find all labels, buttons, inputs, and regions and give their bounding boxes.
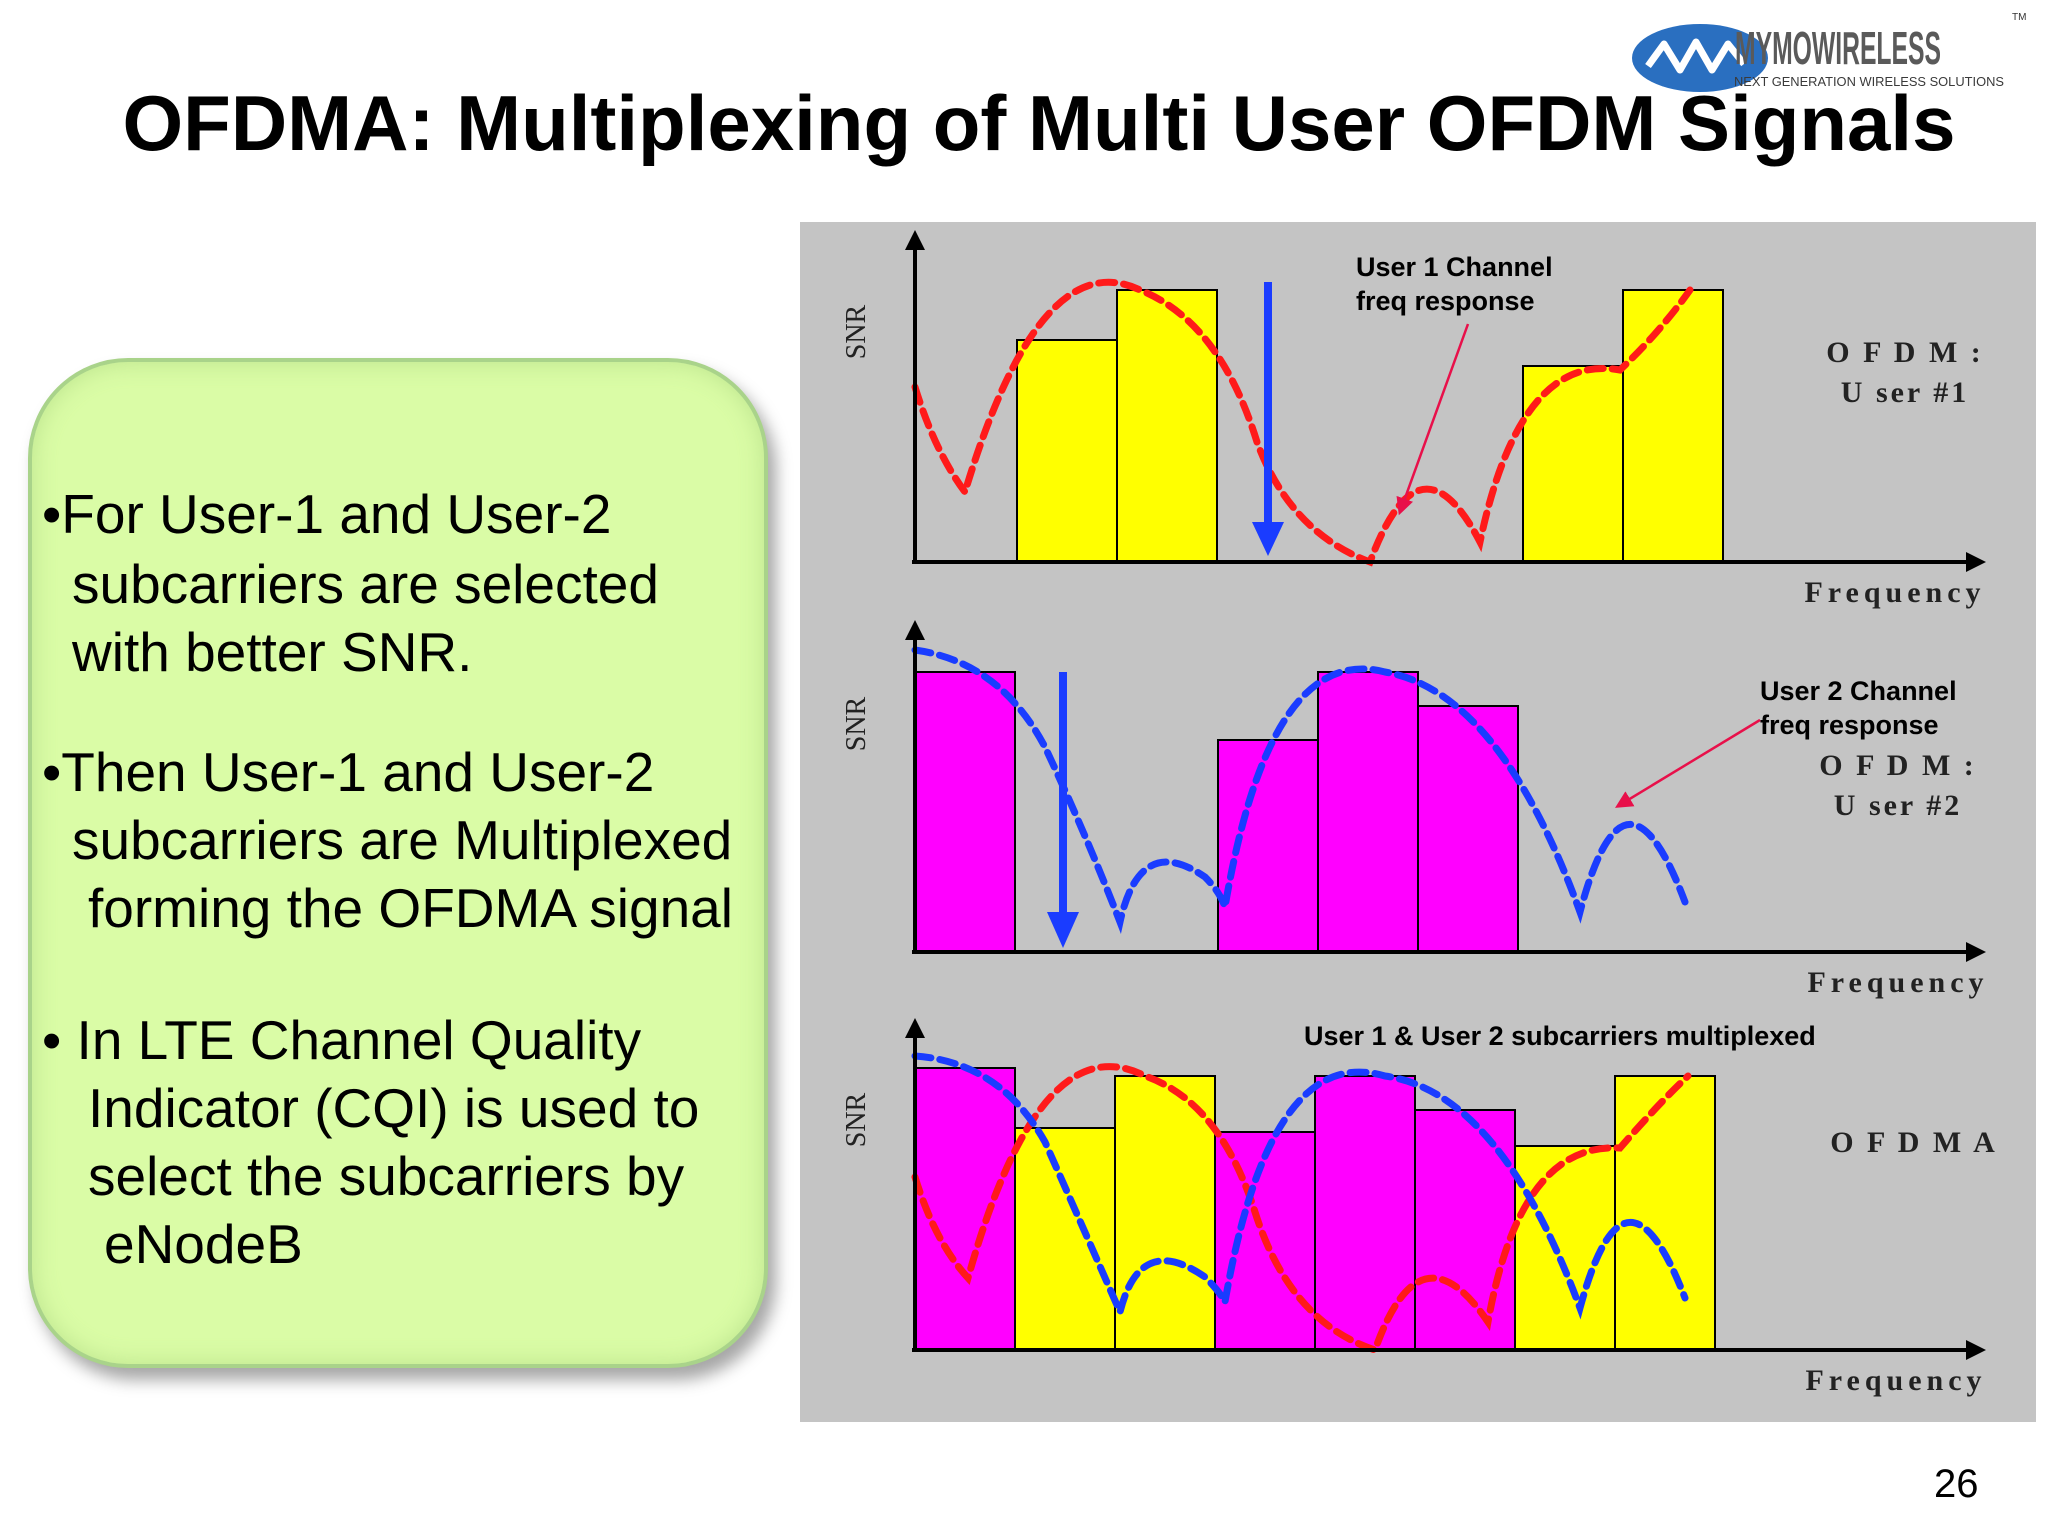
ofdma-user2-curve	[911, 1052, 1689, 1323]
user2-null-arrowhead	[1047, 912, 1079, 948]
ofdma-user2-bar	[1214, 1131, 1316, 1351]
bullet-3-line-2: Indicator (CQI) is used to	[88, 1077, 700, 1139]
user2-subcarrier-bar	[1317, 671, 1419, 953]
user1-null-arrowhead	[1252, 522, 1284, 556]
panel-user2: SNR Frequency O F D M : U ser #2 User 2 …	[841, 620, 1988, 999]
ofdma-user1-bar	[1614, 1075, 1716, 1351]
logo-brand: MYMOWIRELESS	[1735, 22, 1941, 74]
panel2-user-label: U ser #2	[1834, 789, 1962, 822]
page-number: 26	[1934, 1462, 1979, 1506]
bullet-1-line-3: with better SNR.	[72, 621, 473, 683]
logo-wave-emblem	[1632, 24, 1768, 92]
bullet-3-line-3: select the subcarriers by	[88, 1145, 685, 1207]
bullet-2-line-2: subcarriers are Multiplexed	[72, 809, 733, 871]
ofdma-user2-bar	[914, 1067, 1016, 1351]
slide-title: OFDMA: Multiplexing of Multi User OFDM S…	[122, 79, 1956, 167]
panel1-snr-label: SNR	[841, 304, 872, 359]
user1-subcarrier-bar	[1016, 339, 1118, 563]
user1-annotation-pointer	[1396, 323, 1470, 516]
logo-trademark: TM	[2012, 12, 2026, 23]
ofdma-user2-bar	[1414, 1109, 1516, 1351]
logo-tagline: NEXT GENERATION WIRELESS SOLUTIONS	[1734, 74, 2004, 89]
panel3-ofdma-label: O F D M A	[1830, 1126, 1998, 1159]
panel-user1: SNR Frequency O F D M : U ser #1 User 1 …	[841, 230, 1986, 609]
user1-subcarrier-bar	[1116, 289, 1218, 563]
user2-subcarrier-bar	[1217, 739, 1319, 953]
bullet-1-line-1: •For User-1 and User-2	[42, 483, 612, 545]
bullet-3-line-4: eNodeB	[104, 1213, 303, 1275]
bullet-2-line-1: •Then User-1 and User-2	[42, 741, 655, 803]
user1-subcarrier-bar	[1622, 289, 1724, 563]
panel2-frequency-label: Frequency	[1807, 966, 1988, 999]
user2-annotation-pointer	[1615, 718, 1761, 808]
ofdma-diagram: SNR Frequency O F D M : U ser #1 User 1 …	[800, 222, 2036, 1422]
panel2-snr-label: SNR	[841, 696, 872, 751]
user2-annotation-line-1: User 2 Channel	[1760, 676, 1957, 706]
panel-ofdma: SNR Frequency O F D M A User 1 & User 2 …	[841, 1018, 1998, 1397]
logo-wave-icon	[1645, 38, 1747, 74]
panel1-ofdm-label: O F D M :	[1826, 336, 1984, 369]
user1-annotation-line-2: freq response	[1356, 286, 1535, 316]
user2-annotation-line-2: freq response	[1760, 710, 1939, 740]
panel1-user-label: U ser #1	[1841, 376, 1969, 409]
user2-subcarrier-bar	[914, 671, 1016, 953]
user1-subcarrier-bar	[1522, 365, 1624, 563]
user2-subcarrier-bar	[1417, 705, 1519, 953]
panel3-frequency-label: Frequency	[1805, 1364, 1986, 1397]
mymowireless-logo: MYMOWIRELESS NEXT GENERATION WIRELESS SO…	[1632, 12, 2026, 92]
user1-channel-response-curve	[911, 278, 1694, 567]
user1-annotation-line-1: User 1 Channel	[1356, 252, 1553, 282]
multiplexed-annotation: User 1 & User 2 subcarriers multiplexed	[1304, 1021, 1816, 1051]
bullet-2-line-3: forming the OFDMA signal	[88, 877, 733, 939]
ofdma-user2-bar	[1314, 1075, 1416, 1351]
panel3-snr-label: SNR	[841, 1092, 872, 1147]
ofdma-user1-bar	[1014, 1127, 1116, 1351]
panel1-frequency-label: Frequency	[1804, 576, 1985, 609]
bullet-1-line-2: subcarriers are selected	[72, 553, 659, 615]
bullet-3-line-1: • In LTE Channel Quality	[42, 1009, 642, 1071]
ofdma-user1-curve	[911, 1063, 1692, 1355]
panel2-ofdm-label: O F D M :	[1819, 749, 1977, 782]
bullet-panel: •For User-1 and User-2 subcarriers are s…	[28, 358, 768, 1368]
ofdma-user1-bar	[1114, 1075, 1216, 1351]
